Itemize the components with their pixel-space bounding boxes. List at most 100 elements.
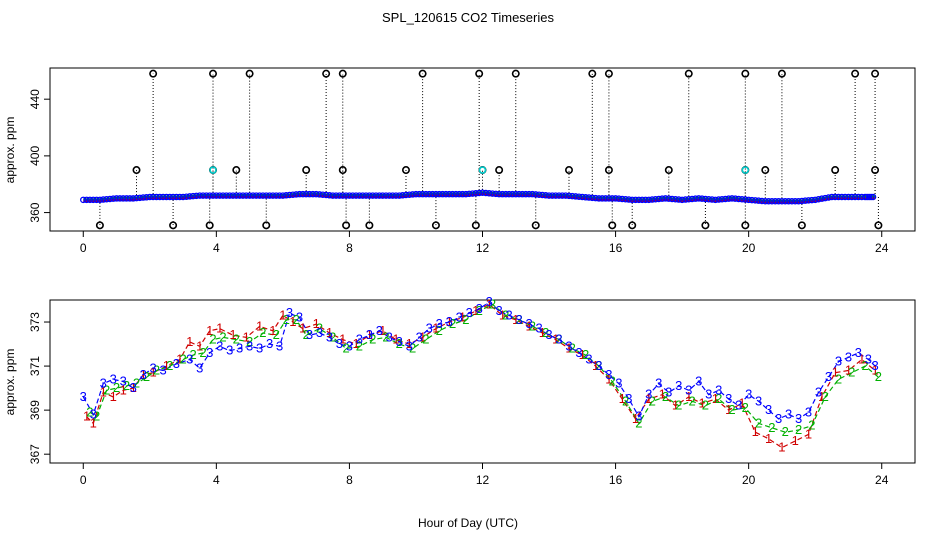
baseline-point	[229, 192, 237, 199]
baseline-point	[635, 196, 643, 204]
baseline-point	[575, 193, 583, 200]
baseline-point	[788, 197, 796, 205]
baseline-point	[296, 190, 303, 198]
baseline-point	[752, 197, 759, 204]
bottom-series-markers: 1 11 1 1 11 1 1 11 11 1 1 11 11 1 1 11 1 11 11 1 11 1 1 1 11 1 1 1 1…	[80, 294, 882, 454]
series-1-marker: 1	[792, 433, 799, 448]
spike-high-point	[741, 69, 750, 78]
baseline-point	[246, 192, 253, 199]
series-2-line	[89, 303, 879, 433]
series-3-marker: 3	[149, 360, 156, 375]
series-2-marker: 2	[143, 369, 150, 384]
baseline-point	[762, 197, 769, 205]
baseline-point	[366, 192, 373, 199]
series-1-marker: 1	[269, 323, 276, 338]
spike-mid-point	[401, 166, 410, 175]
baseline-point	[322, 191, 330, 199]
series-1-marker: 1	[186, 334, 193, 349]
bottom-x-tick-label: 8	[346, 473, 353, 487]
baseline-point	[838, 193, 846, 201]
baseline-series2-line	[83, 191, 876, 202]
baseline-point	[103, 196, 110, 203]
series-1-marker: 1	[619, 391, 626, 406]
baseline-point	[845, 193, 852, 201]
series-2-marker: 2	[555, 332, 562, 347]
baseline-point	[569, 192, 576, 200]
spike-high-point	[588, 69, 597, 78]
series-3-marker: 3	[100, 376, 107, 391]
baseline-point	[863, 193, 871, 201]
series-3-marker: 3	[266, 336, 273, 351]
series-3-marker: 3	[715, 382, 722, 397]
baseline-point	[213, 192, 220, 199]
series-2-marker: 2	[316, 321, 323, 336]
baseline-point	[309, 190, 317, 198]
spike-high-point	[777, 69, 786, 78]
baseline-point	[136, 194, 144, 202]
baseline-point	[728, 195, 736, 202]
baseline-point	[695, 195, 703, 202]
spike-mid-point	[495, 166, 504, 175]
baseline-point	[675, 196, 683, 203]
highlight-point	[478, 166, 487, 174]
baseline-point	[173, 193, 180, 201]
bottom-x-tick-label: 16	[609, 473, 623, 487]
series-3-marker: 3	[286, 305, 293, 320]
baseline-point	[435, 190, 443, 198]
series-2-marker: 2	[259, 325, 266, 340]
baseline-point	[352, 192, 360, 199]
baseline-point	[665, 195, 673, 202]
series-1-marker: 1	[299, 321, 306, 336]
baseline-point	[359, 192, 366, 199]
series-2-marker: 2	[123, 378, 130, 393]
baseline-point	[452, 190, 460, 198]
spike-low-point	[531, 221, 540, 230]
series-3-marker: 3	[426, 321, 433, 336]
bottom-y-tick-label: 373	[28, 312, 42, 332]
series-1-marker: 1	[805, 426, 812, 441]
baseline-point	[83, 196, 90, 204]
series-1-marker: 1	[163, 358, 170, 373]
baseline-point	[522, 190, 530, 198]
series-3-line	[82, 301, 876, 420]
spike-mid-point	[871, 166, 880, 175]
series-3-marker: 3	[436, 316, 443, 331]
baseline-point	[256, 192, 263, 199]
baseline-point	[206, 192, 213, 199]
baseline-point	[203, 192, 210, 199]
series-3-marker: 3	[406, 338, 413, 353]
series-3-marker: 3	[386, 329, 393, 344]
highlight-point	[741, 166, 750, 174]
series-1-marker: 1	[832, 365, 839, 380]
series-1-marker: 1	[592, 358, 599, 373]
series-3-marker: 3	[396, 334, 403, 349]
baseline-point	[149, 193, 157, 201]
baseline-point	[552, 192, 559, 199]
baseline-point	[109, 195, 117, 202]
baseline-point	[99, 196, 107, 203]
series-2-marker: 2	[742, 400, 749, 415]
series-2-marker: 2	[782, 424, 789, 439]
baseline-point	[775, 197, 782, 205]
baseline-point	[369, 192, 376, 199]
baseline-point	[535, 191, 543, 198]
series-2-marker: 2	[476, 303, 483, 318]
series-1-marker: 1	[752, 424, 759, 439]
series-1-marker: 1	[419, 329, 426, 344]
series-3-marker: 3	[585, 352, 592, 367]
series-3-marker: 3	[865, 352, 872, 367]
series-3-marker: 3	[735, 398, 742, 413]
baseline-point	[559, 192, 566, 199]
baseline-point	[189, 192, 197, 200]
baseline-point	[429, 190, 436, 198]
bottom-x-axis-label: Hour of Day (UTC)	[418, 516, 518, 530]
series-2-marker: 2	[462, 312, 469, 327]
series-2-marker: 2	[329, 329, 336, 344]
baseline-point	[492, 190, 500, 198]
baseline-point	[93, 196, 100, 204]
series-3-marker: 3	[665, 385, 672, 400]
baseline-point	[685, 196, 693, 203]
series-1-marker: 1	[279, 307, 286, 322]
series-3-marker: 3	[416, 329, 423, 344]
baseline-point	[495, 190, 503, 198]
